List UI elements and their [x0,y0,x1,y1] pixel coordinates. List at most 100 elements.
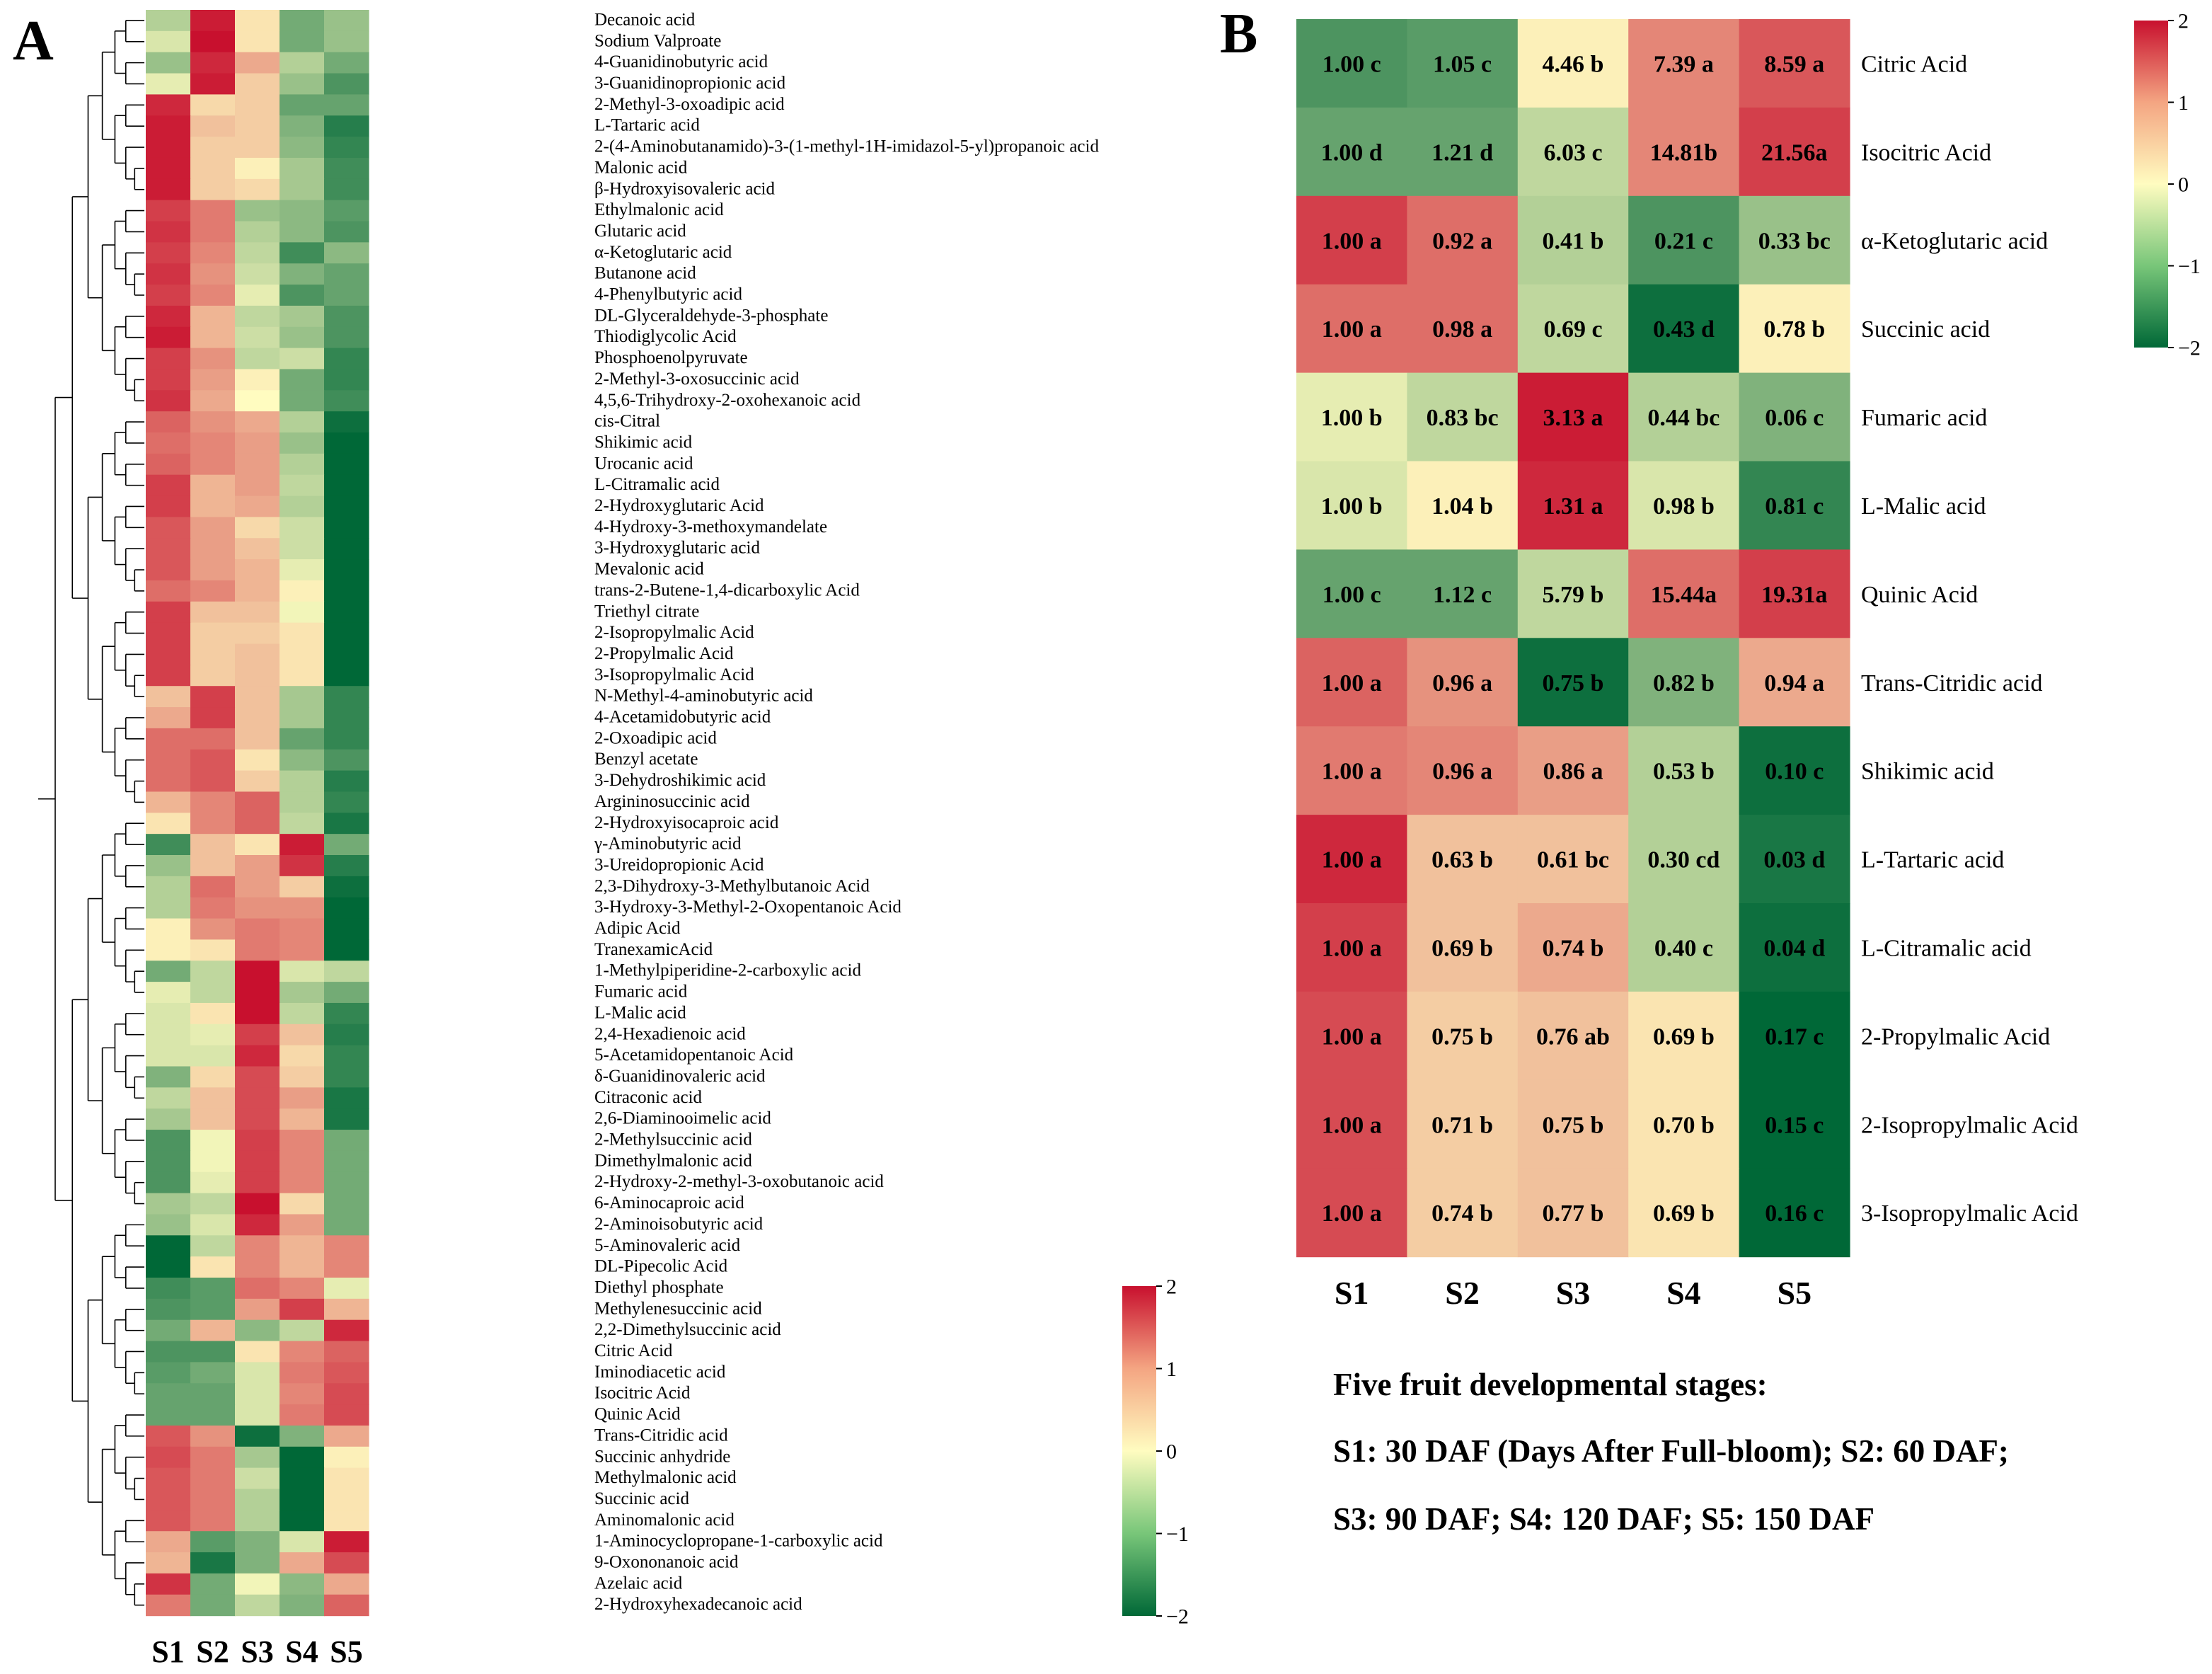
heatmap-a-row-label: Glutaric acid [594,222,686,241]
heatmap-a-row-label: 2-Methylsuccinic acid [594,1130,752,1150]
heatmap-a-cell [146,1193,191,1215]
heatmap-a-cell [146,707,191,729]
heatmap-a-cell [280,1002,325,1025]
heatmap-a-row-label: Mevalonic acid [594,560,704,579]
heatmap-a-cell [190,474,236,497]
heatmap-a-row-label: 4-Guanidinobutyric acid [594,52,768,71]
heatmap-a-cell [324,665,369,687]
heatmap-a-cell [235,1171,280,1194]
heatmap-a-cell [324,200,369,222]
heatmap-a-row-label: Dimethylmalonic acid [594,1151,752,1170]
heatmap-a-cell [324,538,369,560]
heatmap-a-cell [324,1467,369,1490]
heatmap-b-cell-label: 21.56a [1761,139,1828,166]
colorbar-tick-label: 0 [1166,1440,1177,1464]
heatmap-a-cell [280,897,325,919]
heatmap-a-cell [235,728,280,750]
colorbar-tick-label: −2 [1166,1605,1189,1629]
heatmap-a-cell [280,1594,325,1617]
heatmap-a-cell [190,390,236,412]
heatmap-a-row-label: 2-Methyl-3-oxosuccinic acid [594,369,800,389]
heatmap-a-cell [235,1383,280,1405]
heatmap-a-row-label: Sodium Valproate [594,31,721,50]
heatmap-a-cell [280,1510,325,1532]
heatmap-a-cell [190,30,236,53]
heatmap-a-cell [146,1130,191,1152]
heatmap-a-cell [235,1362,280,1384]
heatmap-b-cell [1296,461,1407,550]
footnote-line-3: S3: 90 DAF; S4: 120 DAF; S5: 150 DAF [1333,1501,1874,1537]
heatmap-a-cell [280,1467,325,1490]
heatmap-a-cell [190,1531,236,1553]
heatmap-b-cell [1628,107,1740,197]
heatmap-a-row-label: Fumaric acid [594,982,688,1002]
heatmap-a-cell [280,285,325,306]
heatmap-a-cell [190,538,236,560]
heatmap-b-column-label: S4 [1666,1275,1701,1311]
heatmap-a-cell [235,1341,280,1363]
heatmap-a-row-label: Citric Acid [594,1341,673,1360]
heatmap-a-cell [190,1446,236,1469]
heatmap-b-column-label: S2 [1445,1275,1480,1311]
heatmap-b-row-label: α-Ketoglutaric acid [1861,228,2048,254]
colorbar-b: 2 1 0 −1 −2 [2134,10,2201,360]
heatmap-a-cell [146,1489,191,1510]
heatmap-a-cell [146,263,191,285]
heatmap-a-cell [324,1066,369,1088]
heatmap-a-cell [190,1171,236,1194]
heatmap-a-cell [190,263,236,285]
heatmap-a-cell [146,770,191,793]
heatmap-a-cell [324,242,369,264]
colorbar-gradient [1122,1286,1156,1616]
heatmap-a-row-label: γ-Aminobutyric acid [594,835,742,854]
heatmap-a-row-label: Citraconic acid [594,1088,703,1107]
heatmap-a-cell [324,961,369,982]
heatmap-a-cell [280,305,325,328]
heatmap-a-cell [235,1024,280,1046]
heatmap-a-cell [235,580,280,602]
heatmap-a-cell [146,200,191,222]
heatmap-a-cell [324,1510,369,1532]
heatmap-b-cell-label: 1.00 a [1322,1024,1382,1050]
heatmap-a-cell [146,94,191,116]
heatmap-a-cell [280,1256,325,1278]
heatmap-a-row-label: Quinic Acid [594,1405,681,1424]
heatmap-b-cell [1628,372,1740,462]
heatmap-b-cell-label: 0.75 b [1543,670,1604,696]
heatmap-a-cell [324,10,369,32]
heatmap-a-row-label: Argininosuccinic acid [594,792,750,811]
heatmap-a-cell [324,495,369,517]
heatmap-b-cell-label: 1.00 a [1322,670,1382,696]
colorbar-tick-label: 1 [1166,1358,1177,1381]
heatmap-a-cell [190,495,236,517]
heatmap-b-cell-label: 0.21 c [1654,228,1713,254]
heatmap-a-row-label: Methylenesuccinic acid [594,1299,762,1318]
heatmap-b-cell [1407,991,1519,1081]
heatmap-a-cell [190,326,236,349]
heatmap-a-cell [235,1256,280,1278]
heatmap-a-cell [235,1594,280,1617]
heatmap-b-column-label: S5 [1778,1275,1812,1311]
heatmap-a-cell [235,1193,280,1215]
heatmap-a-cell [324,30,369,53]
heatmap-a-row-label: Decanoic acid [594,10,696,29]
heatmap-a-cell [146,73,191,95]
heatmap-a-cell [146,622,191,645]
heatmap-b-cell [1517,195,1629,285]
heatmap-a-cell [190,1087,236,1109]
heatmap-a-cell [280,94,325,116]
heatmap-a-cell [280,1150,325,1173]
footnote-line-1: Five fruit developmental stages: [1333,1367,1768,1402]
heatmap-a-cell [235,157,280,180]
heatmap-a-row-label: Butanone acid [594,264,696,283]
heatmap-a-cell [324,1531,369,1553]
heatmap-a-cell [280,1573,325,1595]
heatmap-a-cell [235,813,280,835]
heatmap-b-cell-label: 1.12 c [1433,582,1492,608]
heatmap-a-cell [324,834,369,856]
heatmap-a-cell [324,559,369,581]
heatmap-a-cell [146,115,191,137]
heatmap-a-cell [190,1193,236,1215]
heatmap-a-column-label: S4 [285,1634,318,1669]
heatmap-a-cell [280,580,325,602]
